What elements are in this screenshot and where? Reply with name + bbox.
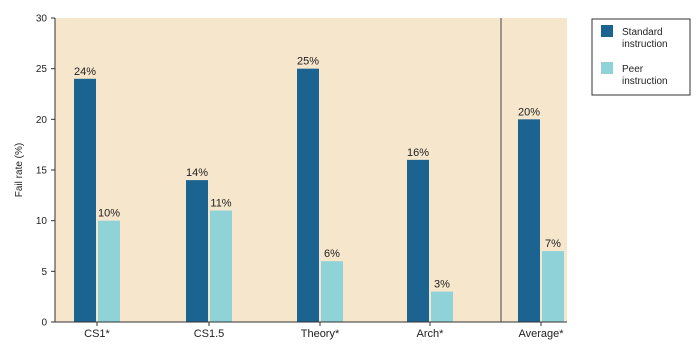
y-tick-label: 0 bbox=[41, 318, 47, 329]
data-label-peer: 3% bbox=[434, 279, 450, 291]
x-category-label: CS1* bbox=[84, 328, 110, 340]
data-label-peer: 6% bbox=[324, 248, 340, 260]
data-label-peer: 10% bbox=[98, 208, 120, 220]
x-category-label: Arch* bbox=[417, 328, 445, 340]
bar-standard bbox=[518, 119, 540, 322]
legend-label-standard: Standard instruction bbox=[622, 27, 668, 50]
legend-swatch-standard bbox=[601, 25, 613, 37]
x-category-label: CS1.5 bbox=[194, 328, 225, 340]
y-tick-label: 30 bbox=[36, 14, 48, 25]
data-label-standard: 24% bbox=[74, 66, 96, 78]
data-label-standard: 14% bbox=[186, 167, 208, 179]
bar-standard bbox=[74, 78, 96, 322]
data-label-peer: 7% bbox=[545, 238, 561, 250]
legend-label-peer: Peer instruction bbox=[622, 64, 668, 87]
data-label-standard: 25% bbox=[297, 56, 319, 68]
y-tick-label: 15 bbox=[36, 166, 48, 177]
bar-peer bbox=[542, 251, 564, 322]
legend-swatch-peer bbox=[601, 62, 613, 74]
bar-peer bbox=[321, 261, 343, 322]
y-tick-label: 5 bbox=[41, 267, 47, 278]
y-tick-label: 20 bbox=[36, 115, 48, 126]
bar-standard bbox=[407, 159, 429, 322]
data-label-standard: 16% bbox=[407, 147, 429, 159]
bar-peer bbox=[98, 220, 120, 322]
data-label-peer: 11% bbox=[210, 198, 231, 210]
x-category-label: Theory* bbox=[301, 328, 340, 340]
bar-standard bbox=[297, 68, 319, 323]
data-label-standard: 20% bbox=[518, 106, 540, 118]
bar-standard bbox=[186, 180, 208, 322]
bar-peer bbox=[431, 291, 453, 322]
bar-peer bbox=[210, 210, 232, 322]
legend: Standard instruction Peer instruction bbox=[591, 18, 691, 96]
x-category-label: Average* bbox=[518, 328, 564, 340]
y-tick-label: 10 bbox=[36, 216, 48, 227]
y-axis-label: Fail rate (%) bbox=[14, 143, 25, 197]
y-tick-label: 25 bbox=[36, 64, 48, 75]
